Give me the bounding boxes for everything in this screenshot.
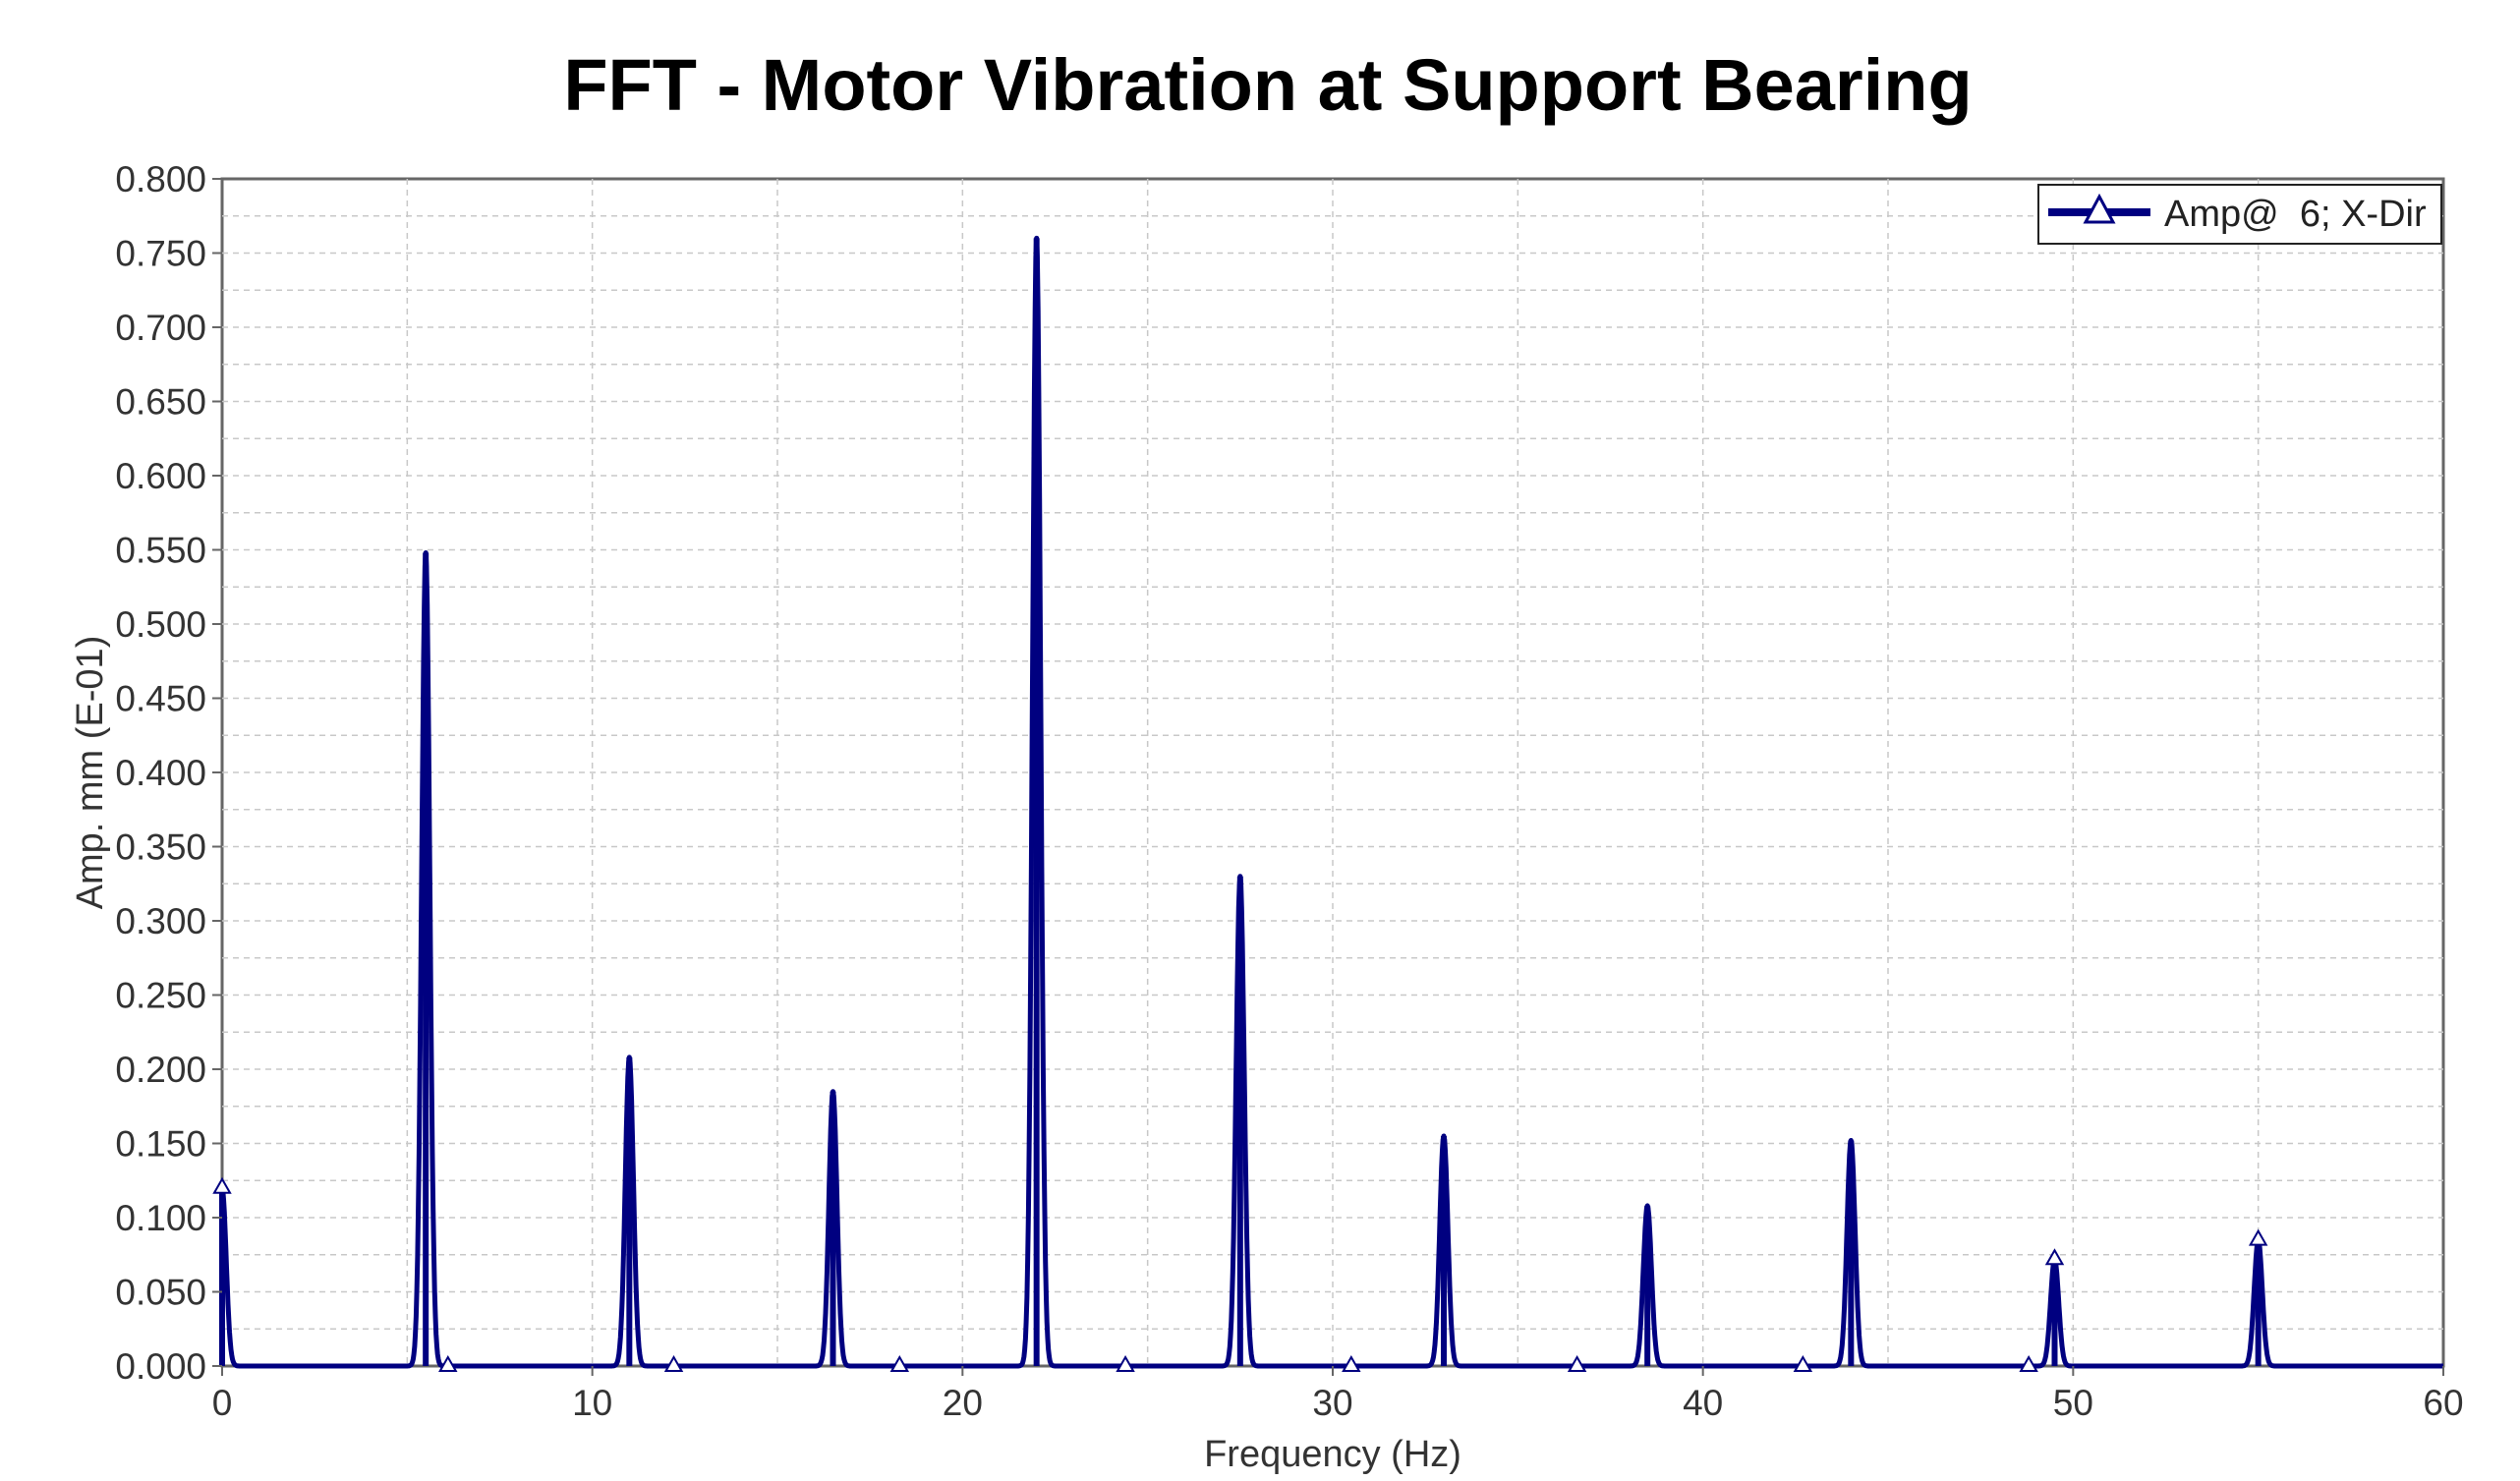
y-tick-label: 0.100 [115,1198,206,1238]
triangle-marker [1342,1354,1361,1372]
y-tick-label: 0.700 [115,308,206,348]
y-tick-label: 0.550 [115,531,206,571]
y-tick-label: 0.750 [115,234,206,274]
y-tick-label: 0.500 [115,604,206,645]
y-axis-ticks: 0.000 0.050 0.100 0.150 0.200 0.250 0.300 0.350… [115,159,222,1387]
x-tick-label: 30 [1312,1383,1352,1423]
y-tick-label: 0.650 [115,382,206,423]
x-axis-ticks: 0 10 20 30 40 50 60 [212,1366,2464,1423]
y-tick-label: 0.350 [115,827,206,868]
y-tick-label: 0.450 [115,679,206,719]
chart-title: FFT - Motor Vibration at Support Bearing [563,44,1972,126]
y-axis-label: Amp. mm (E-01) [70,636,111,910]
y-tick-label: 0.600 [115,456,206,496]
legend-triangle-marker [2083,193,2116,224]
grid [222,179,2443,1366]
y-tick-label: 0.800 [115,159,206,199]
x-tick-label: 20 [943,1383,983,1423]
legend-label: Amp@ 6; X-Dir [2164,194,2427,235]
triangle-marker [1116,1354,1135,1372]
triangle-marker [889,1354,910,1372]
triangle-marker [1567,1354,1587,1372]
triangle-marker [438,1354,458,1372]
x-tick-label: 40 [1683,1383,1723,1423]
y-tick-label: 0.400 [115,753,206,793]
y-tick-label: 0.300 [115,901,206,941]
y-tick-label: 0.250 [115,976,206,1016]
y-tick-label: 0.150 [115,1124,206,1165]
legend: Amp@ 6; X-Dir [2037,184,2442,245]
triangle-marker [2044,1248,2065,1266]
triangle-marker [1793,1354,1813,1372]
x-tick-label: 0 [212,1383,233,1423]
x-tick-label: 10 [572,1383,612,1423]
y-tick-label: 0.050 [115,1273,206,1313]
x-tick-label: 50 [2053,1383,2093,1423]
x-tick-label: 60 [2423,1383,2463,1423]
triangle-marker [212,1176,232,1194]
y-tick-label: 0.000 [115,1346,206,1387]
triangle-marker [2248,1228,2268,1246]
triangle-marker [663,1354,684,1372]
triangle-marker [2019,1354,2038,1372]
y-tick-label: 0.200 [115,1050,206,1090]
x-axis-label: Frequency (Hz) [1204,1434,1461,1475]
